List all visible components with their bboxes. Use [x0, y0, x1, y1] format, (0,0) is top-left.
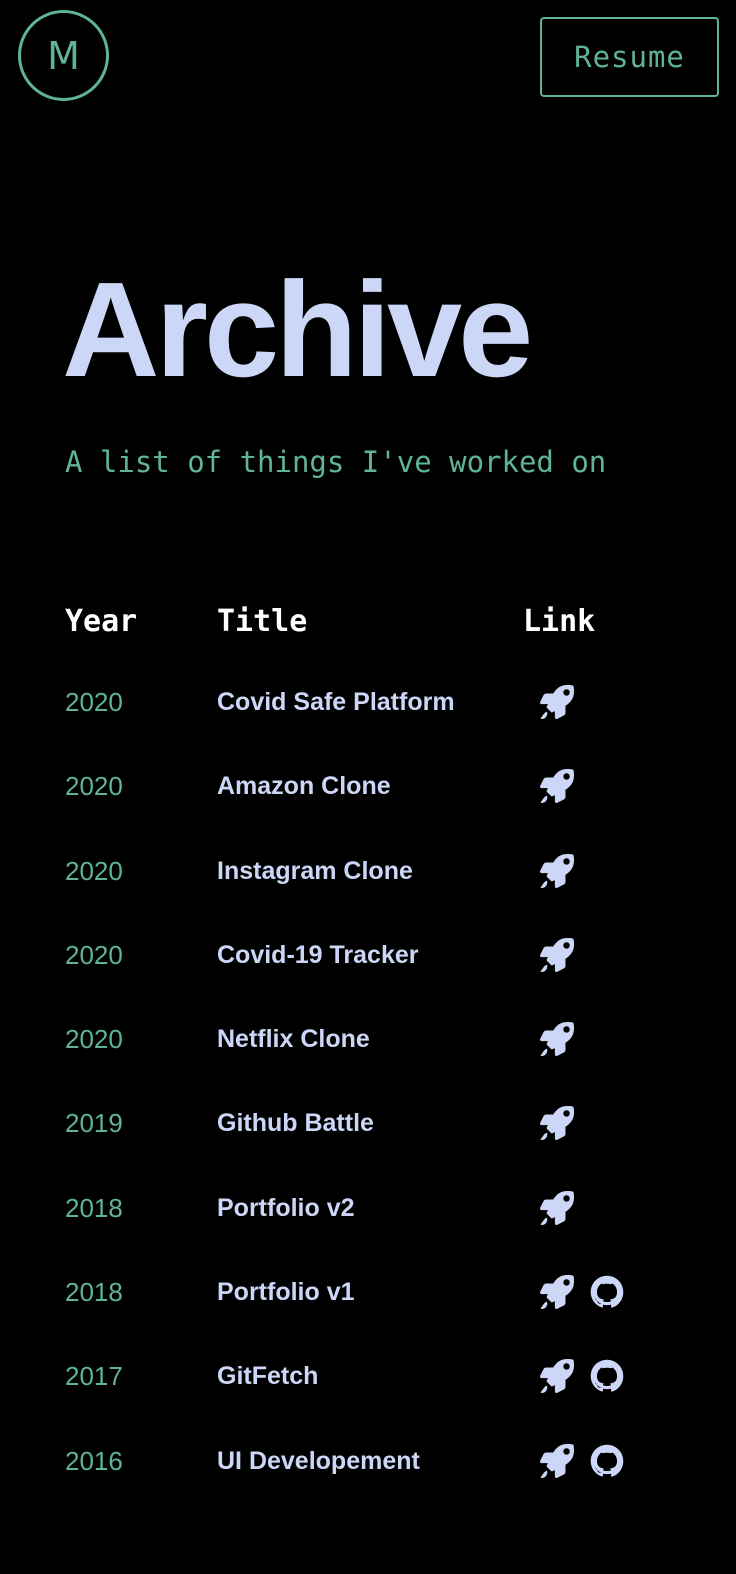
- table-row: 2020 Covid-19 Tracker: [0, 913, 736, 997]
- project-year: 2017: [65, 1361, 123, 1392]
- project-year: 2018: [65, 1277, 123, 1308]
- project-year: 2020: [65, 771, 123, 802]
- project-title: Covid-19 Tracker: [217, 940, 419, 969]
- rocket-icon[interactable]: [540, 1443, 574, 1478]
- project-title: Amazon Clone: [217, 772, 391, 801]
- project-links: [540, 1190, 590, 1226]
- project-title: Instagram Clone: [217, 856, 413, 885]
- table-row: 2020 Netflix Clone: [0, 997, 736, 1081]
- table-row: 2020 Instagram Clone: [0, 829, 736, 913]
- project-title: UI Developement: [217, 1446, 420, 1475]
- project-links: [540, 1021, 590, 1057]
- table-row: 2018 Portfolio v2: [0, 1166, 736, 1250]
- rocket-icon[interactable]: [540, 937, 574, 972]
- github-icon[interactable]: [590, 1444, 624, 1478]
- project-links: [540, 1274, 640, 1310]
- table-row: 2019 Github Battle: [0, 1081, 736, 1165]
- project-links: [540, 1105, 590, 1141]
- project-links: [540, 1443, 640, 1479]
- project-year: 2020: [65, 855, 123, 886]
- project-links: [540, 937, 590, 973]
- project-title: Netflix Clone: [217, 1025, 370, 1054]
- resume-button-label: Resume: [574, 40, 685, 74]
- page-subtitle: A list of things I've worked on: [65, 445, 607, 479]
- rocket-icon[interactable]: [540, 685, 574, 719]
- project-title: Github Battle: [217, 1109, 374, 1138]
- rocket-icon[interactable]: [540, 1106, 574, 1141]
- table-row: 2020 Amazon Clone: [0, 744, 736, 828]
- table-row: 2020 Covid Safe Platform: [0, 660, 736, 744]
- project-year: 2019: [65, 1108, 123, 1139]
- project-year: 2020: [65, 1024, 123, 1055]
- column-header-link: Link: [523, 604, 596, 639]
- logo-letter: M: [47, 33, 80, 78]
- rocket-icon[interactable]: [540, 1359, 574, 1394]
- resume-button[interactable]: Resume: [540, 17, 719, 97]
- project-year: 2020: [65, 687, 123, 717]
- rocket-icon[interactable]: [540, 769, 574, 804]
- column-header-title: Title: [217, 604, 308, 639]
- project-year: 2016: [65, 1445, 123, 1476]
- project-year: 2020: [65, 939, 123, 970]
- logo[interactable]: M: [18, 10, 109, 101]
- column-header-year: Year: [65, 604, 138, 639]
- project-title: Portfolio v1: [217, 1278, 355, 1307]
- project-links: [540, 684, 590, 720]
- table-row: 2016 UI Developement: [0, 1419, 736, 1503]
- rocket-icon[interactable]: [540, 1022, 574, 1057]
- project-links: [540, 853, 590, 889]
- project-title: Covid Safe Platform: [217, 688, 455, 716]
- project-links: [540, 768, 590, 804]
- project-list: 2020 Covid Safe Platform 2020 Amazon Clone 2…: [0, 660, 736, 1503]
- github-icon[interactable]: [590, 1275, 624, 1309]
- project-title: Portfolio v2: [217, 1193, 355, 1222]
- rocket-icon[interactable]: [540, 1275, 574, 1310]
- page-title: Archive: [62, 254, 533, 405]
- rocket-icon[interactable]: [540, 853, 574, 888]
- project-title: GitFetch: [217, 1362, 319, 1391]
- github-icon[interactable]: [590, 1359, 624, 1393]
- table-header: Year Title Link: [0, 602, 736, 642]
- project-links: [540, 1358, 640, 1394]
- table-row: 2018 Portfolio v1: [0, 1250, 736, 1334]
- table-row: 2017 GitFetch: [0, 1334, 736, 1418]
- project-year: 2018: [65, 1192, 123, 1223]
- rocket-icon[interactable]: [540, 1190, 574, 1225]
